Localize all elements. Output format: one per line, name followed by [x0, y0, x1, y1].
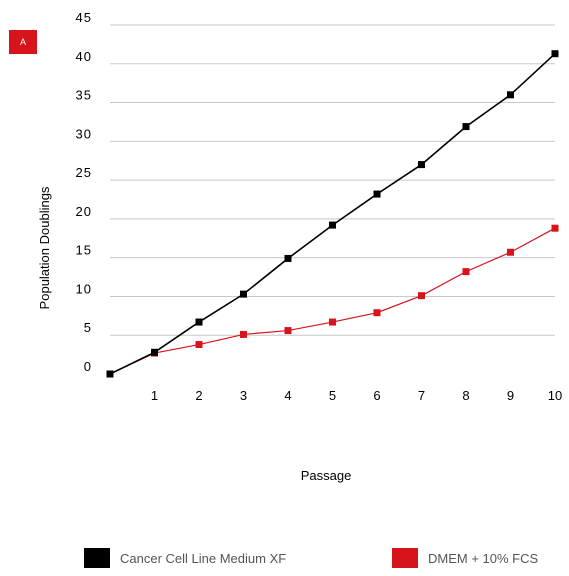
y-tick-labels: 0 5 10 15 20 25 30 35 40 45	[76, 10, 92, 374]
data-point-marker	[106, 370, 114, 378]
data-point-marker	[551, 224, 559, 232]
y-tick-label: 0	[84, 359, 92, 374]
x-tick-label: 8	[462, 388, 469, 403]
x-tick-labels: 1 2 3 4 5 6 7 8 9 10	[151, 388, 562, 403]
x-tick-label: 7	[418, 388, 425, 403]
y-tick-label: 25	[76, 165, 92, 180]
data-point-marker	[240, 290, 247, 298]
data-point-marker	[284, 254, 292, 262]
panel-label: A	[19, 37, 26, 47]
y-tick-label: 40	[76, 49, 92, 64]
y-tick-label: 35	[76, 88, 92, 103]
legend-swatch	[84, 548, 110, 568]
data-point-marker	[195, 341, 203, 349]
legend: Cancer Cell Line Medium XF DMEM + 10% FCS	[84, 548, 538, 568]
x-tick-label: 4	[284, 388, 291, 403]
legend-swatch	[392, 548, 418, 568]
y-tick-label: 10	[76, 281, 92, 296]
legend-label: Cancer Cell Line Medium XF	[120, 551, 286, 566]
series-line	[109, 227, 556, 375]
data-point-marker	[329, 221, 336, 229]
data-point-marker	[240, 330, 247, 338]
x-axis-label: Passage	[301, 468, 352, 483]
y-tick-label: 30	[76, 126, 92, 141]
y-tick-label: 20	[76, 204, 92, 219]
panel-label-badge: A	[9, 30, 37, 54]
series-line	[109, 53, 556, 375]
grid-lines	[110, 24, 555, 336]
data-point-marker	[507, 91, 514, 99]
y-tick-label: 15	[76, 243, 92, 258]
data-point-marker	[151, 348, 158, 356]
data-point-marker	[418, 292, 425, 300]
x-tick-label: 9	[507, 388, 514, 403]
data-point-marker	[329, 318, 336, 326]
data-point-marker	[373, 309, 381, 317]
x-tick-label: 1	[151, 388, 158, 403]
legend-label: DMEM + 10% FCS	[428, 551, 538, 566]
x-tick-label: 10	[548, 388, 562, 403]
data-point-marker	[195, 318, 203, 326]
data-point-marker	[507, 248, 514, 256]
data-point-marker	[462, 123, 470, 131]
y-tick-label: 5	[84, 320, 92, 335]
data-point-marker	[373, 190, 381, 198]
y-axis-label: Population Doublings	[37, 186, 52, 309]
series-layer	[109, 53, 556, 375]
y-tick-label: 45	[76, 10, 92, 25]
x-tick-label: 6	[373, 388, 380, 403]
data-point-marker	[418, 161, 425, 169]
data-point-marker	[462, 268, 470, 276]
x-tick-label: 5	[329, 388, 336, 403]
marker-layer	[106, 50, 559, 378]
x-tick-label: 3	[240, 388, 247, 403]
data-point-marker	[284, 327, 292, 335]
data-point-marker	[551, 50, 559, 58]
x-tick-label: 2	[195, 388, 202, 403]
